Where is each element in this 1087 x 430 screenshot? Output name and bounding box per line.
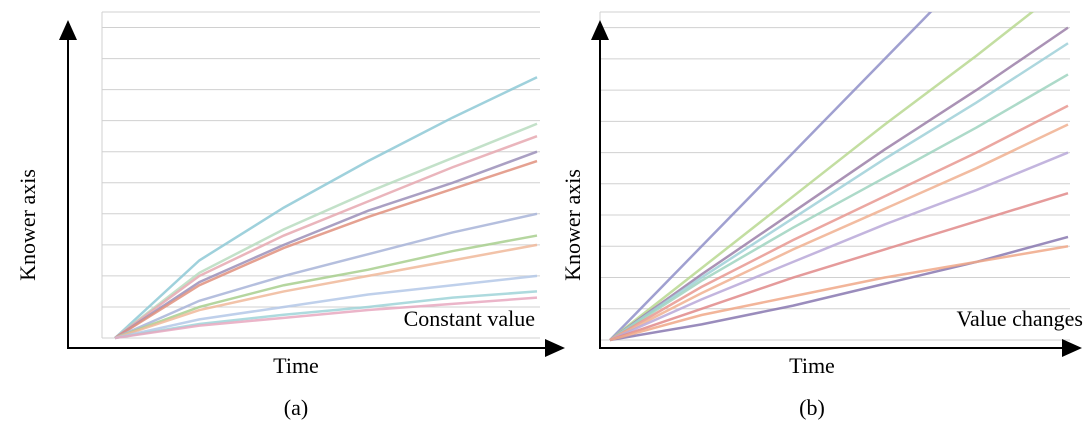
y-axis-arrow [59,20,77,40]
lines [114,76,538,340]
series-line [609,151,1069,342]
series-line [114,243,538,340]
x-axis-arrow [545,339,565,357]
chart-panel: Value changes Time Knower axis (b) [560,11,1083,420]
series-line [114,76,538,339]
series-line [114,274,538,340]
series-line [609,123,1069,342]
series-line [609,73,1069,342]
y-axis-arrow [591,20,609,40]
series-line [114,159,538,340]
series-line [609,12,1035,341]
x-axis-arrow [1062,339,1082,357]
series-line [609,104,1069,342]
y-axis-label: Knower axis [15,169,40,281]
series-line [114,234,538,340]
series-line [609,191,1069,342]
series-line [114,150,538,340]
series-line [609,26,1069,342]
series-line [114,290,538,340]
x-axis-label: Time [789,353,835,378]
series-line [609,42,1069,342]
caption: (b) [799,395,825,420]
lines [609,12,1069,342]
y-axis-label: Knower axis [560,169,585,281]
x-axis-label: Time [273,353,319,378]
annotation: Value changes [957,306,1083,331]
caption: (a) [284,395,308,420]
series-line [609,12,933,341]
series-line [114,296,538,340]
series-line [609,235,1069,342]
series-line [114,122,538,339]
series-line [114,135,538,340]
series-line [114,212,538,340]
chart-panel: Constant value Time Knower axis (a) [15,11,565,420]
series-line [609,245,1069,342]
annotation: Constant value [404,306,535,331]
